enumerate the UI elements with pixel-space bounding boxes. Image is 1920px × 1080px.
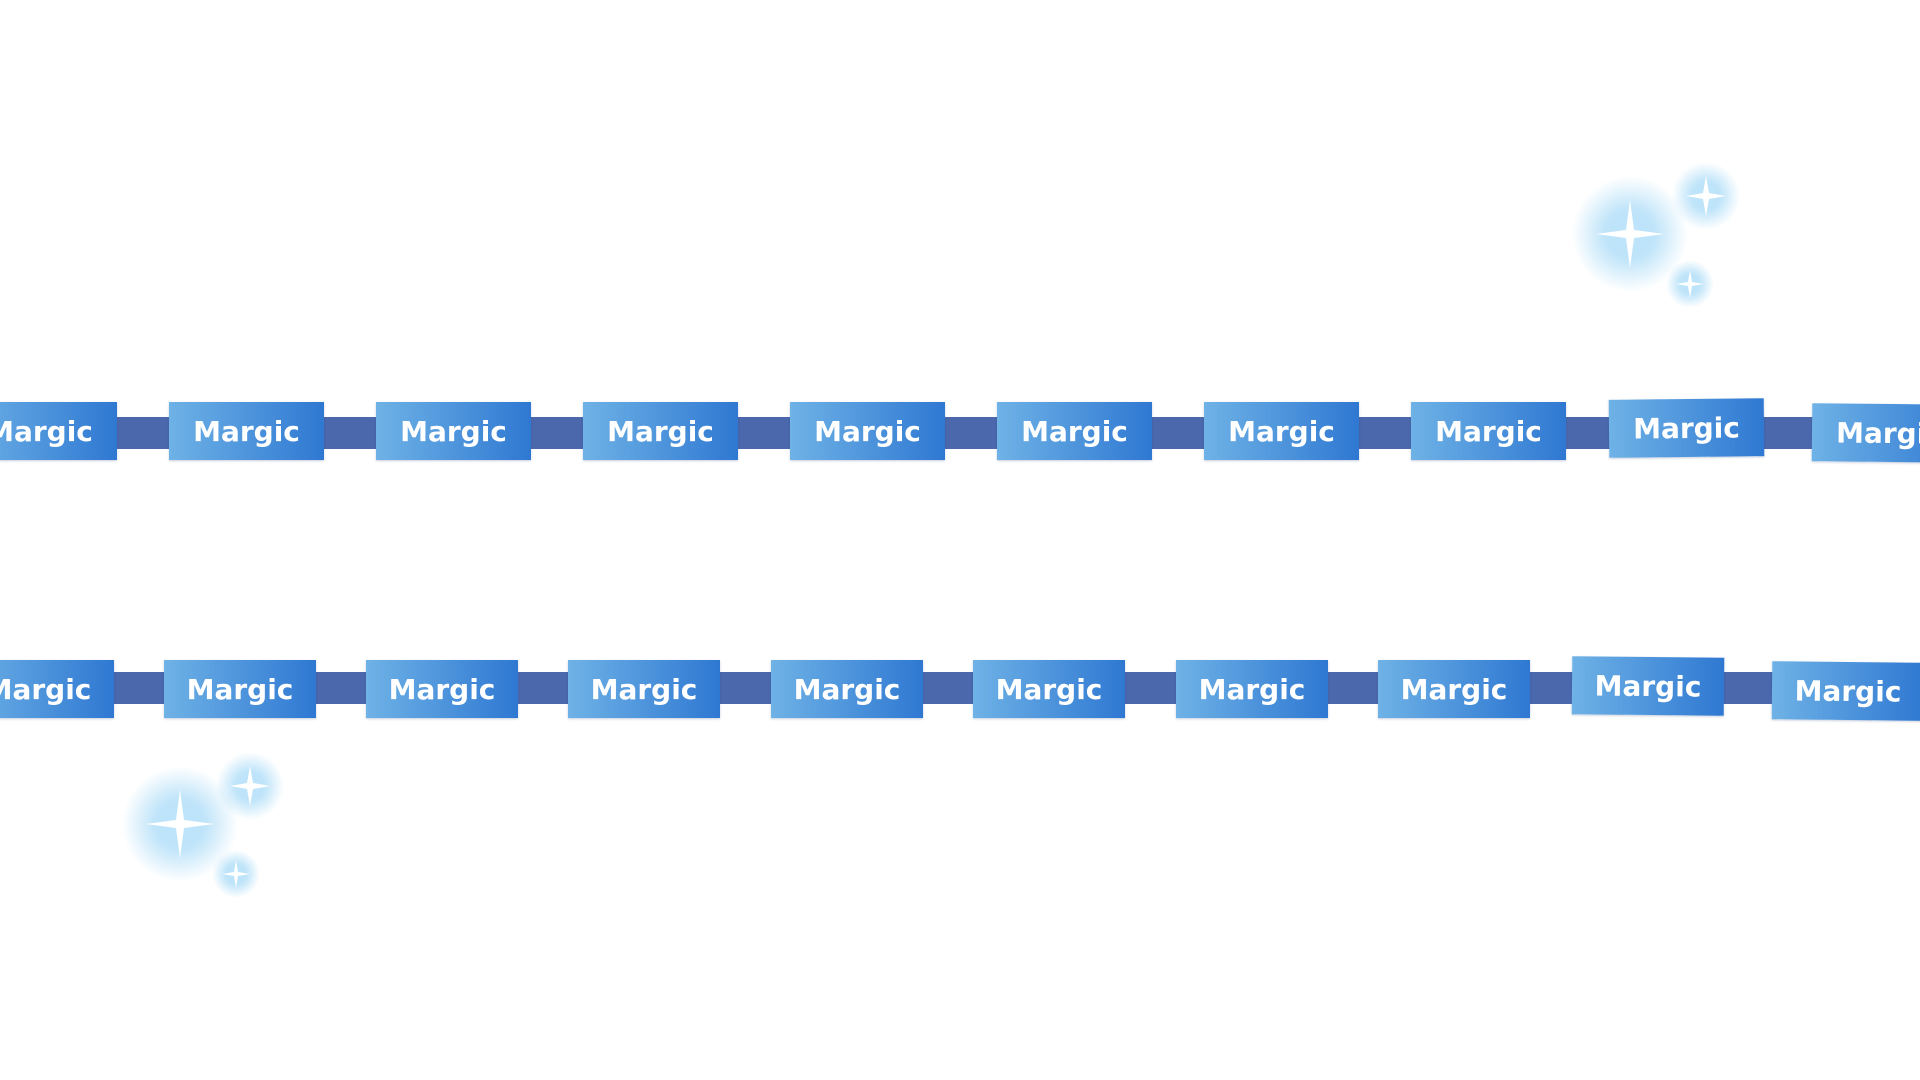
sparkle-cluster-bottom-icon bbox=[122, 752, 284, 898]
margic-chip: Margic bbox=[1378, 660, 1530, 718]
margic-chip: Margic bbox=[1608, 398, 1765, 458]
margic-chip: Margic bbox=[568, 660, 720, 718]
margic-chip: Margic bbox=[169, 402, 324, 460]
margic-chip: Margic bbox=[1176, 660, 1328, 718]
margic-chip: Margic bbox=[583, 402, 738, 460]
margic-chip: Margic bbox=[0, 660, 114, 718]
margic-chip: Margic bbox=[997, 402, 1152, 460]
margic-chip: Margic bbox=[790, 402, 945, 460]
ribbon-top: Margic Margic Margic Margic Margic Margic Marg… bbox=[0, 398, 1920, 464]
margic-chip: Margic bbox=[376, 402, 531, 460]
margic-chip: Margic bbox=[164, 660, 316, 718]
margic-chip: Margic bbox=[1771, 661, 1920, 721]
margic-chip: Margic bbox=[366, 660, 518, 718]
margic-chip: Margic bbox=[0, 402, 117, 460]
margic-chip: Margic bbox=[771, 660, 923, 718]
margic-chip: Margic bbox=[1811, 403, 1920, 463]
ribbon-bottom: Margic Margic Margic Margic Margic Margic Marg… bbox=[0, 656, 1920, 722]
margic-chip: Margic bbox=[1204, 402, 1359, 460]
sparkle-cluster-top-icon bbox=[1572, 162, 1740, 308]
margic-chip: Margic bbox=[1411, 402, 1566, 460]
margic-chip: Margic bbox=[1571, 656, 1725, 716]
margic-chip: Margic bbox=[973, 660, 1125, 718]
